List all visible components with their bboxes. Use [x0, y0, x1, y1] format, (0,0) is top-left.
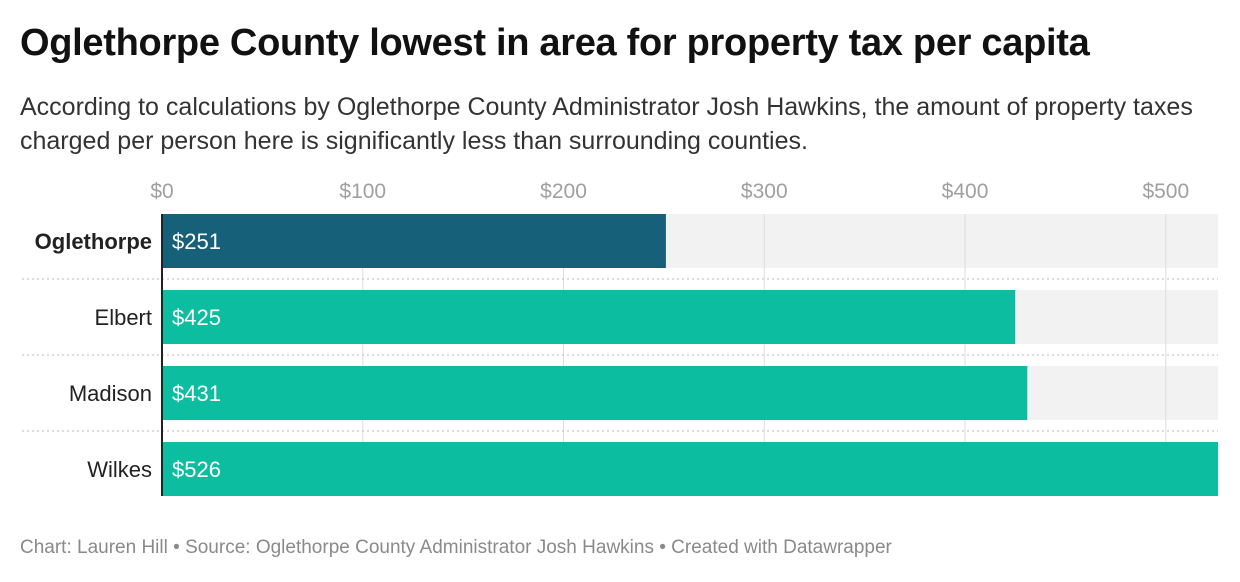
chart-source: Source: Oglethorpe County Administrator …: [185, 537, 654, 558]
bar: [162, 290, 1016, 344]
chart-title: Oglethorpe County lowest in area for pro…: [20, 22, 1090, 64]
category-label: Wilkes: [87, 457, 152, 482]
category-label: Oglethorpe: [35, 229, 152, 254]
bar-value-label: $251: [172, 229, 221, 254]
category-label: Elbert: [95, 305, 152, 330]
bar: [162, 366, 1028, 420]
x-tick-label: $500: [1142, 180, 1189, 203]
bar: [162, 442, 1218, 496]
created-with-credit: Created with Datawrapper: [671, 537, 892, 558]
bar-chart: $0 $100 $200 $300 $400 $500 $251 Oglethorpe $425…: [22, 180, 1218, 496]
footer-separator-2: •: [653, 537, 672, 558]
bar-value-label: $425: [172, 305, 221, 330]
chart-subtitle: According to calculations by Oglethorpe …: [20, 93, 1193, 155]
x-tick-label: $300: [741, 180, 788, 203]
x-tick-label: $0: [150, 180, 173, 203]
bar-value-label: $431: [172, 381, 221, 406]
bar: [162, 214, 666, 268]
category-label: Madison: [69, 381, 152, 406]
x-tick-label: $100: [339, 180, 386, 203]
footer-separator-1: •: [167, 537, 186, 558]
bar-value-label: $526: [172, 457, 221, 482]
x-tick-label: $200: [540, 180, 587, 203]
chart-footer: Chart: Lauren Hill • Source: Oglethorpe …: [20, 537, 892, 559]
x-tick-label: $400: [942, 180, 989, 203]
chart-credit: Chart: Lauren Hill: [20, 537, 168, 558]
